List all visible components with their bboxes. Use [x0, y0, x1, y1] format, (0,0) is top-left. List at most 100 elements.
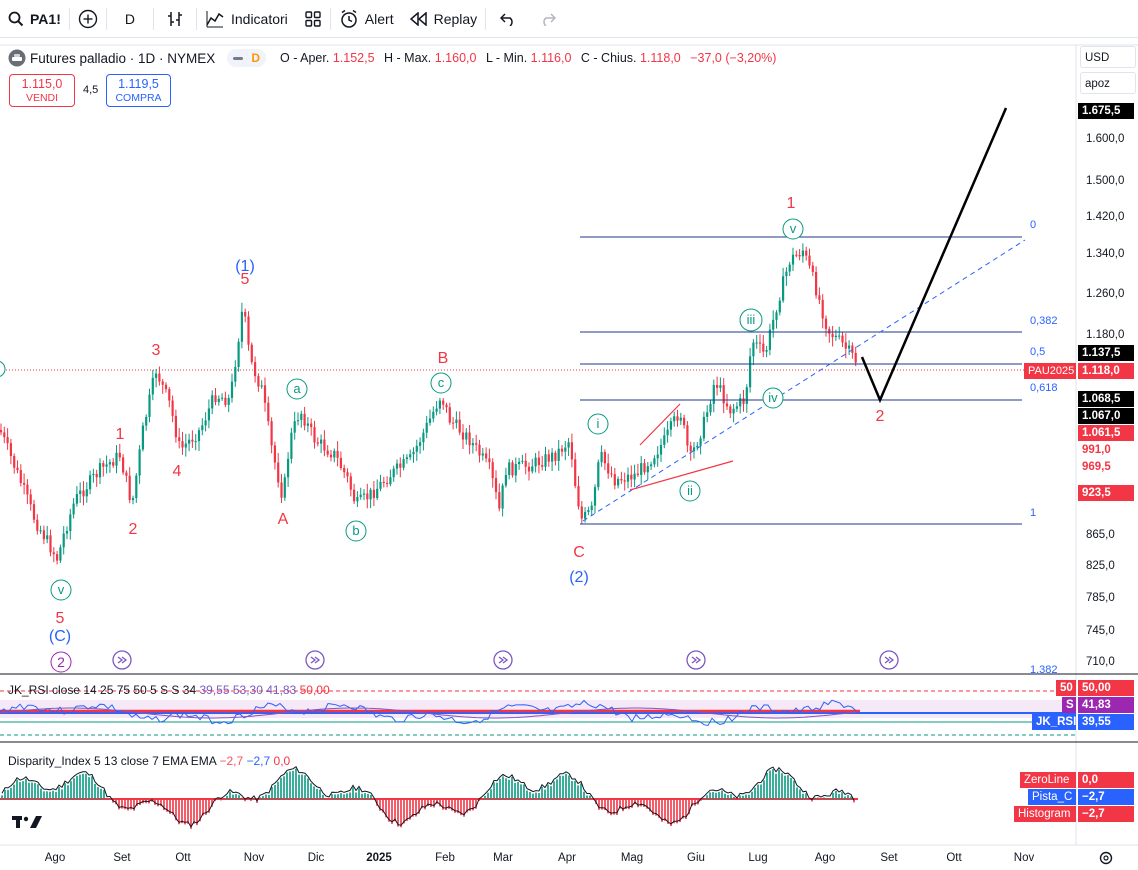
candle-body: [214, 395, 217, 403]
candle-body: [689, 445, 692, 452]
rsi-tag-label: 50: [1056, 680, 1076, 696]
market-status-badge[interactable]: D: [227, 49, 266, 67]
candle-body: [775, 312, 778, 320]
sell-button[interactable]: 1.115,0 VENDI: [9, 74, 75, 107]
rsi-legend[interactable]: JK_RSI close 14 25 75 50 5 S S 34 39,55 …: [8, 683, 330, 697]
disparity-tag-label: ZeroLine: [1020, 772, 1076, 788]
wave-label-red: 2: [876, 408, 885, 425]
indicators-button[interactable]: Indicatori: [197, 0, 296, 38]
candle-body: [636, 473, 639, 475]
candle-body: [531, 466, 534, 472]
wave-label-red: 3: [152, 342, 161, 359]
rsi-tag-label: JK_RSI: [1032, 714, 1076, 730]
trend-line-dashed[interactable]: [582, 239, 1026, 522]
candle-body: [273, 445, 276, 463]
rsi-value: 41,83: [266, 683, 297, 697]
candle-body: [580, 506, 583, 519]
sell-price: 1.115,0: [21, 77, 63, 91]
symbol-search-button[interactable]: PA1!: [0, 0, 69, 38]
candle-body: [795, 254, 798, 256]
ohlc-label: H - Max.: [384, 51, 432, 65]
price-tick: 785,0: [1086, 592, 1115, 604]
candle-body: [0, 430, 3, 433]
candle-body: [9, 443, 12, 457]
event-marker-icon[interactable]: [879, 650, 899, 670]
layouts-button[interactable]: [296, 0, 330, 38]
candle-body: [405, 457, 408, 460]
candle-body: [650, 464, 653, 467]
candle-body: [577, 485, 580, 507]
wedge-line-upper[interactable]: [639, 403, 681, 446]
candle-body: [211, 395, 214, 409]
candle-body: [560, 448, 564, 452]
candle-body: [56, 554, 59, 561]
candle-body: [145, 416, 148, 426]
candle-body: [758, 342, 762, 344]
candle-body: [590, 505, 593, 510]
alert-button[interactable]: Alert: [331, 0, 402, 38]
wave-label-green: v: [782, 218, 804, 240]
event-marker-icon[interactable]: [305, 650, 325, 670]
candle-body: [92, 473, 95, 476]
ohlc-value: 1.116,0: [530, 51, 572, 65]
candle-body: [640, 463, 643, 475]
candle-body: [425, 422, 428, 433]
fib-label: 0,382: [1030, 315, 1058, 327]
candle-body: [488, 458, 491, 463]
candle-body: [514, 464, 517, 476]
candle-body: [52, 552, 55, 555]
toolbar-divider: [329, 7, 331, 30]
wave-label-red: 2: [129, 521, 138, 538]
disparity-tag-value: −2,7: [1078, 789, 1134, 805]
wave-label-purple: 2: [50, 651, 72, 673]
replay-button[interactable]: Replay: [402, 0, 486, 38]
interval-label: D: [124, 10, 135, 27]
candle-body: [524, 460, 527, 467]
disparity-legend[interactable]: Disparity_Index 5 13 close 7 EMA EMA −2,…: [8, 754, 290, 768]
candle-body: [617, 478, 620, 486]
interval-button[interactable]: D: [107, 0, 153, 38]
candle-body: [16, 467, 19, 471]
wedge-line-lower[interactable]: [629, 460, 734, 491]
fib-retracement[interactable]: [580, 236, 1022, 525]
currency-select[interactable]: USD: [1080, 46, 1136, 68]
candle-body: [501, 485, 504, 509]
chart-legend[interactable]: Futures palladio · 1D · NYMEX D O - Aper…: [8, 48, 782, 68]
candle-body: [19, 470, 22, 483]
candle-body: [547, 454, 550, 462]
candle-body: [742, 398, 745, 404]
disparity-tag-label: Histogram: [1014, 806, 1076, 822]
candle-body: [481, 453, 484, 456]
price-tag-projection: 1.675,5: [1078, 103, 1134, 119]
candle-body: [207, 408, 210, 421]
buy-button[interactable]: 1.119,5 COMPRA: [106, 74, 171, 107]
candle-body: [778, 300, 781, 313]
candle-body: [785, 271, 788, 277]
candle-body: [567, 442, 570, 448]
chart-style-button[interactable]: [154, 0, 196, 38]
event-marker-icon[interactable]: [686, 650, 706, 670]
add-symbol-button[interactable]: [70, 0, 106, 38]
candle-body: [257, 376, 260, 387]
unit-select[interactable]: apoz: [1080, 72, 1136, 94]
event-marker-icon[interactable]: [493, 650, 513, 670]
settings-icon[interactable]: [1099, 851, 1113, 865]
scale-controls: USD apoz: [1080, 46, 1136, 98]
layouts-icon: [305, 10, 321, 27]
candle-body: [498, 492, 501, 509]
event-marker-icon[interactable]: [112, 650, 132, 670]
tradingview-logo-icon[interactable]: [12, 814, 44, 830]
redo-button[interactable]: [530, 0, 566, 38]
undo-button[interactable]: [486, 0, 530, 38]
candle-body: [699, 438, 702, 446]
projection-path[interactable]: [860, 107, 1008, 404]
candle-body: [39, 530, 42, 532]
candle-body: [511, 462, 514, 476]
candle-body: [188, 439, 191, 444]
candle-body: [283, 477, 286, 498]
disparity-tag-value: −2,7: [1078, 806, 1134, 822]
candle-body: [716, 384, 719, 388]
price-tick: 1.340,0: [1086, 248, 1124, 260]
candle-body: [240, 311, 243, 342]
